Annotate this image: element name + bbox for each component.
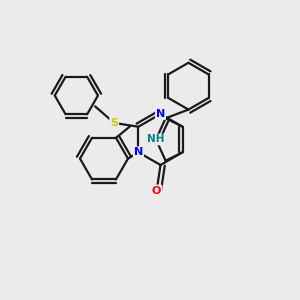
Text: NH: NH	[147, 134, 165, 145]
Text: S: S	[110, 118, 118, 128]
Text: O: O	[152, 185, 161, 196]
Text: N: N	[156, 109, 165, 119]
Text: N: N	[134, 147, 143, 157]
